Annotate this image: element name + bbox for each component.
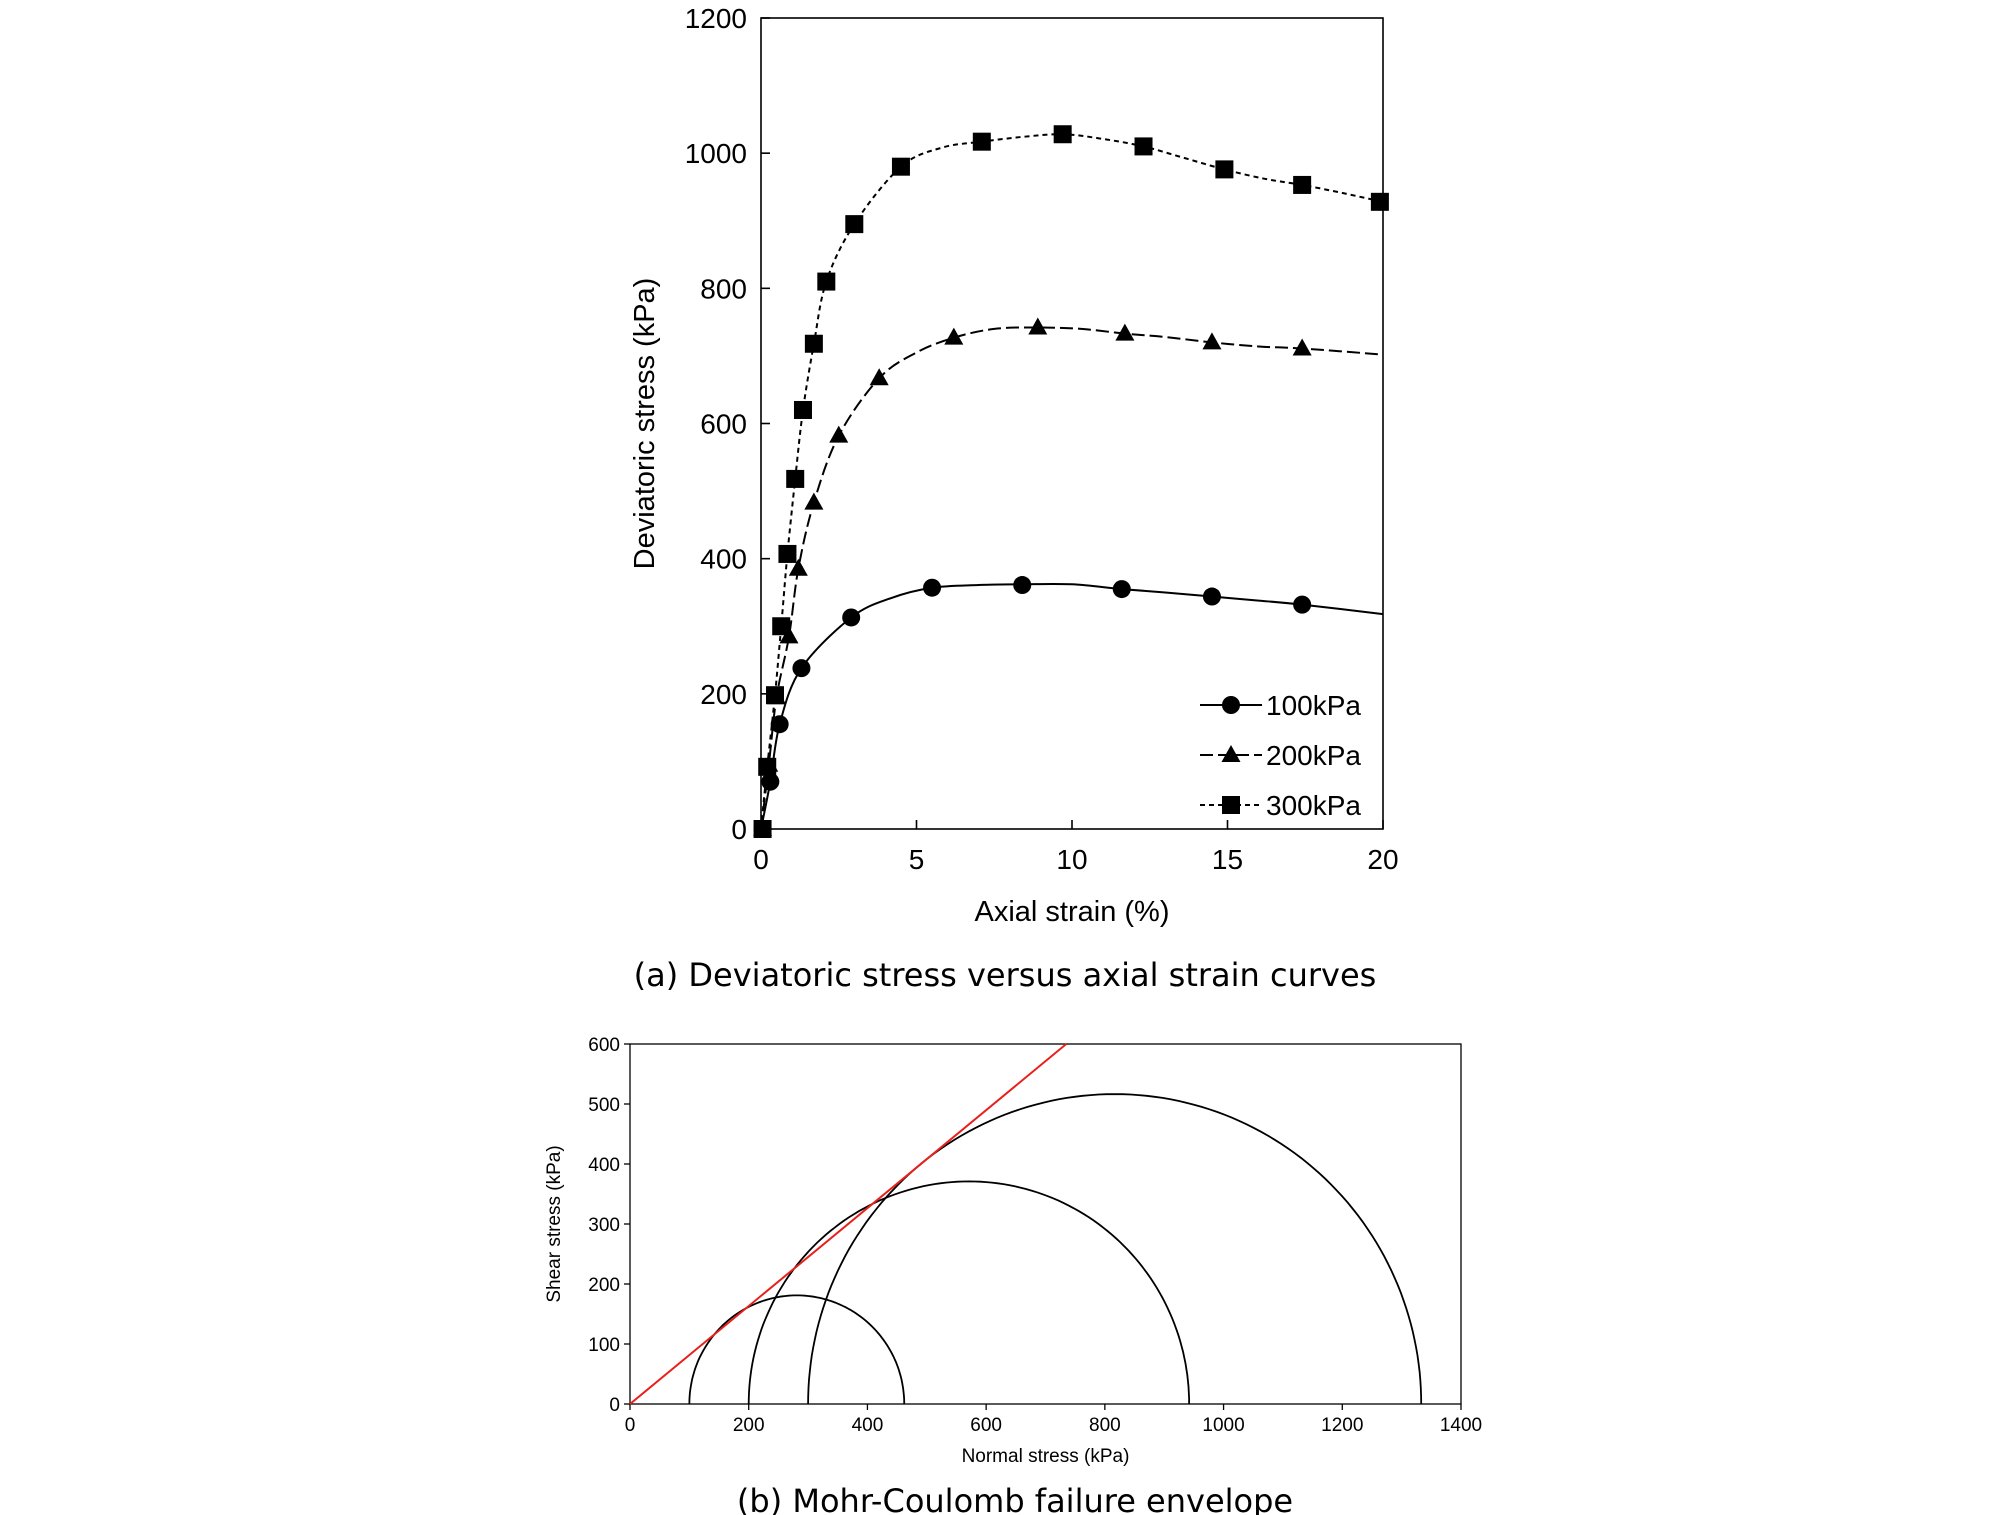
- panel-a-y-axis: 0 200 400 600 800 1000 1200: [685, 3, 770, 845]
- data-point-100kpa: [923, 578, 942, 597]
- data-point-300kpa: [891, 157, 910, 176]
- x-tick-label: 200: [733, 1415, 765, 1436]
- panel-b-chart: 0 100 200 300 400 500 600 0 200 400 600 800 1000 120…: [544, 1035, 1482, 1515]
- data-point-300kpa: [1370, 192, 1389, 211]
- x-tick-label: 1200: [1321, 1415, 1363, 1436]
- data-point-300kpa: [765, 686, 784, 705]
- y-tick-label: 600: [588, 1035, 620, 1056]
- panel-b-x-axis-label: Normal stress (kPa): [962, 1446, 1130, 1467]
- data-point-300kpa: [772, 617, 791, 636]
- mohr-circle-1: [688, 1294, 906, 1404]
- y-tick-label: 1200: [685, 3, 747, 34]
- panel-b-y-axis: 0 100 200 300 400 500 600: [588, 1035, 630, 1416]
- y-tick-label: 400: [588, 1155, 620, 1176]
- data-point-200kpa: [869, 368, 889, 386]
- y-tick-label: 100: [588, 1335, 620, 1356]
- data-point-200kpa: [1202, 332, 1222, 350]
- panel-b-mohr-circles: [688, 1093, 1423, 1405]
- data-point-200kpa: [829, 425, 849, 443]
- data-point-100kpa: [1293, 595, 1312, 614]
- data-point-100kpa: [761, 772, 780, 791]
- x-tick-label: 10: [1056, 844, 1087, 875]
- y-tick-label: 1000: [685, 138, 747, 169]
- data-point-200kpa: [1115, 323, 1135, 341]
- data-point-300kpa: [793, 400, 812, 419]
- data-point-300kpa: [845, 215, 864, 234]
- data-point-300kpa: [778, 544, 797, 563]
- y-tick-label: 600: [700, 409, 747, 440]
- x-tick-label: 1400: [1440, 1415, 1482, 1436]
- legend-label-200kpa: 200kPa: [1266, 740, 1361, 771]
- panel-b-x-axis: 0 200 400 600 800 1000 1200 1400: [625, 1404, 1482, 1436]
- data-point-300kpa: [1134, 137, 1153, 156]
- y-tick-label: 200: [588, 1275, 620, 1296]
- data-point-100kpa: [1013, 576, 1032, 595]
- data-point-200kpa: [788, 558, 808, 576]
- mohr-circle-3: [807, 1093, 1423, 1405]
- panel-b-caption: (b) Mohr-Coulomb failure envelope: [737, 1482, 1293, 1515]
- data-point-100kpa: [792, 659, 811, 678]
- legend-label-100kpa: 100kPa: [1266, 690, 1361, 721]
- panel-a-chart: 0 200 400 600 800 1000 1200 0 5 10 15 20 100kPa 200…: [629, 3, 1399, 994]
- x-tick-label: 15: [1212, 844, 1243, 875]
- panel-b-envelope-group: [629, 1043, 1067, 1405]
- legend-marker-100kpa: [1222, 696, 1240, 714]
- series-line-100kpa: [760, 582, 1384, 830]
- x-tick-label: 600: [970, 1415, 1002, 1436]
- data-point-300kpa: [1215, 160, 1234, 179]
- failure-envelope-line: [629, 1043, 1067, 1405]
- data-point-300kpa: [1293, 175, 1312, 194]
- data-point-200kpa: [1292, 338, 1312, 356]
- y-tick-label: 0: [731, 814, 747, 845]
- data-point-200kpa: [944, 327, 964, 345]
- data-point-100kpa: [770, 715, 789, 734]
- data-point-300kpa: [804, 334, 823, 353]
- legend-label-300kpa: 300kPa: [1266, 790, 1361, 821]
- y-tick-label: 200: [700, 679, 747, 710]
- series-line-300kpa: [760, 133, 1384, 830]
- data-point-300kpa: [817, 272, 836, 291]
- panel-b-y-axis-label: Shear stress (kPa): [544, 1145, 565, 1302]
- data-point-300kpa: [786, 469, 805, 488]
- panel-a-y-axis-label: Deviatoric stress (kPa): [629, 278, 661, 570]
- panel-a-legend: 100kPa 200kPa 300kPa: [1200, 690, 1361, 821]
- x-tick-label: 0: [625, 1415, 636, 1436]
- data-point-300kpa: [1053, 125, 1072, 144]
- data-point-100kpa: [1202, 587, 1221, 606]
- y-tick-label: 800: [700, 273, 747, 304]
- x-tick-label: 5: [909, 844, 925, 875]
- x-tick-label: 20: [1367, 844, 1398, 875]
- mohr-circle-2: [747, 1180, 1190, 1405]
- y-tick-label: 400: [700, 544, 747, 575]
- x-tick-label: 800: [1089, 1415, 1121, 1436]
- legend-marker-300kpa: [1222, 796, 1240, 814]
- data-point-300kpa: [972, 132, 991, 151]
- panel-a-x-axis-label: Axial strain (%): [975, 896, 1170, 928]
- panel-a-series-markers: [753, 125, 1389, 838]
- x-tick-label: 400: [852, 1415, 884, 1436]
- x-tick-label: 0: [753, 844, 769, 875]
- y-tick-label: 0: [609, 1395, 620, 1416]
- data-point-300kpa: [753, 820, 772, 838]
- legend-marker-200kpa: [1221, 745, 1241, 762]
- panel-a-series-lines: [760, 133, 1384, 830]
- y-tick-label: 300: [588, 1215, 620, 1236]
- panel-a-x-axis: 0 5 10 15 20: [753, 820, 1399, 875]
- panel-a-caption: (a) Deviatoric stress versus axial strai…: [634, 956, 1377, 994]
- data-point-200kpa: [1028, 317, 1048, 335]
- x-tick-label: 1000: [1202, 1415, 1244, 1436]
- data-point-100kpa: [1112, 580, 1131, 599]
- data-point-100kpa: [842, 608, 861, 627]
- y-tick-label: 500: [588, 1095, 620, 1116]
- data-point-300kpa: [758, 757, 777, 776]
- data-point-200kpa: [804, 492, 824, 510]
